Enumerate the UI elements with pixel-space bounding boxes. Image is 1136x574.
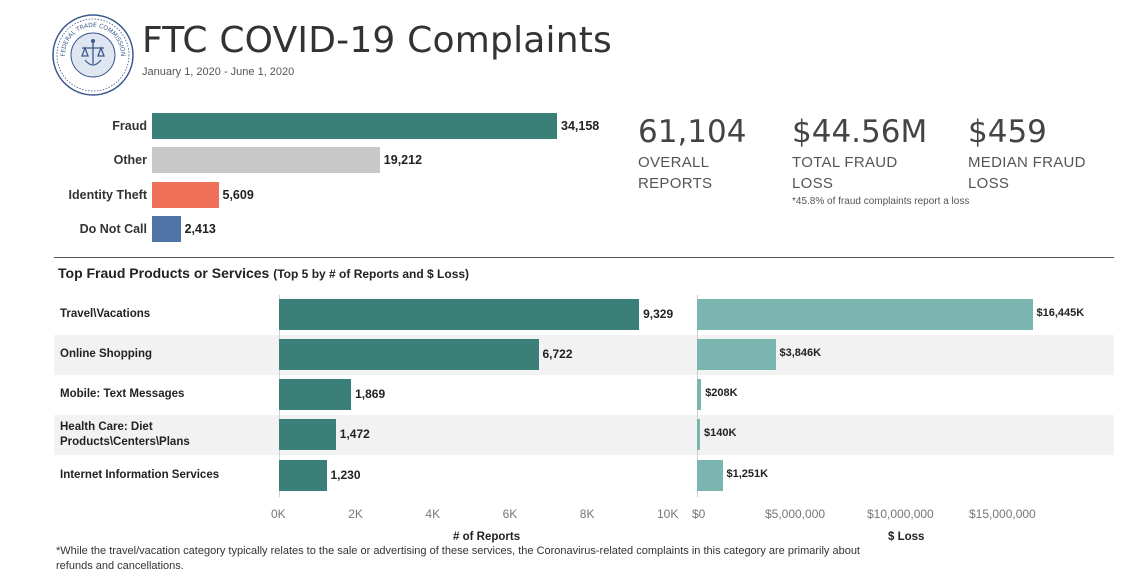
loss-bar-internet-information-services — [697, 460, 723, 491]
date-range: January 1, 2020 - June 1, 2020 — [142, 66, 295, 78]
row-band — [54, 415, 1114, 455]
reports-tick-label: 8K — [579, 507, 595, 521]
category-value-fraud: 34,158 — [561, 119, 600, 133]
category-bar-other — [152, 147, 380, 173]
category-value-identity-theft: 5,609 — [222, 188, 254, 202]
reports-bar-internet-information-services — [279, 460, 327, 491]
section-title: Top Fraud Products or Services (Top 5 by… — [58, 265, 469, 281]
product-label-internet-information-services: Internet Information Services — [60, 469, 220, 481]
ftc-seal-logo: FEDERAL TRADE COMMISSION — [52, 14, 134, 96]
product-label-mobile-text-messages: Mobile: Text Messages — [60, 388, 185, 400]
reports-value-internet-information-services: 1,230 — [330, 468, 361, 482]
loss-value-online-shopping: $3,846K — [779, 347, 822, 359]
kpi-overall-reports-label: OVERALL REPORTS — [638, 154, 713, 192]
loss-value-mobile-text-messages: $208K — [705, 387, 738, 399]
loss-bar-health-care-diet-products-centers-plans — [697, 419, 700, 450]
category-value-other: 19,212 — [383, 153, 423, 167]
reports-bar-health-care-diet-products-centers-plans — [279, 419, 336, 450]
reports-tick-label: 2K — [348, 507, 363, 521]
category-value-do-not-call: 2,413 — [184, 222, 216, 236]
kpi-total-fraud-loss-label: TOTAL FRAUD LOSS — [792, 154, 898, 192]
reports-tick-label: 4K — [425, 507, 441, 521]
section-subtitle: (Top 5 by # of Reports and $ Loss) — [273, 267, 470, 281]
kpi-median-fraud-loss-value: $459 — [968, 114, 1047, 150]
category-label-other: Other — [113, 153, 147, 167]
reports-value-health-care-diet-products-centers-plans: 1,472 — [339, 427, 370, 441]
loss-value-travel-vacations: $16,445K — [1036, 307, 1085, 319]
row-band — [54, 335, 1114, 375]
kpi-footnote: *45.8% of fraud complaints report a loss — [792, 196, 970, 207]
reports-value-online-shopping: 6,722 — [542, 347, 573, 361]
reports-bar-online-shopping — [279, 339, 539, 370]
category-label-fraud: Fraud — [112, 119, 147, 133]
product-label-online-shopping: Online Shopping — [60, 348, 152, 360]
category-bar-do-not-call — [152, 216, 181, 242]
section-title-text: Top Fraud Products or Services — [58, 265, 270, 281]
reports-tick-label: 10K — [657, 507, 679, 521]
loss-value-health-care-diet-products-centers-plans: $140K — [704, 427, 737, 439]
loss-value-internet-information-services: $1,251K — [726, 468, 769, 480]
section-divider — [54, 257, 1114, 258]
reports-axis-title: # of Reports — [453, 531, 521, 543]
loss-bar-mobile-text-messages — [697, 379, 702, 410]
category-label-do-not-call: Do Not Call — [79, 222, 147, 236]
loss-bar-online-shopping — [697, 339, 776, 370]
reports-tick-label: 6K — [502, 507, 518, 521]
loss-bar-travel-vacations — [697, 299, 1033, 330]
product-label-health-care-diet-products-centers-plans: Health Care: Diet Products\Centers\Plans — [60, 421, 190, 448]
kpi-median-fraud-loss-label: MEDIAN FRAUD LOSS — [968, 154, 1086, 192]
loss-tick-label: $0 — [692, 507, 706, 521]
reports-value-travel-vacations: 9,329 — [643, 307, 674, 321]
reports-tick-label: 0K — [271, 507, 286, 521]
category-bar-fraud — [152, 113, 557, 139]
loss-tick-label: $10,000,000 — [867, 507, 934, 521]
loss-tick-label: $15,000,000 — [969, 507, 1036, 521]
loss-tick-label: $5,000,000 — [765, 507, 826, 521]
product-label-travel-vacations: Travel\Vacations — [60, 308, 151, 320]
kpi-overall-reports-value: 61,104 — [638, 114, 747, 150]
kpi-total-fraud-loss-value: $44.56M — [792, 114, 928, 150]
category-bar-identity-theft — [152, 182, 219, 208]
reports-value-mobile-text-messages: 1,869 — [355, 387, 386, 401]
footnote: *While the travel/vacation category typi… — [56, 545, 860, 572]
reports-bar-mobile-text-messages — [279, 379, 352, 410]
loss-axis-title: $ Loss — [888, 531, 925, 543]
category-label-identity-theft: Identity Theft — [68, 188, 147, 202]
reports-bar-travel-vacations — [279, 299, 640, 330]
page-title: FTC COVID-19 Complaints — [142, 20, 613, 61]
